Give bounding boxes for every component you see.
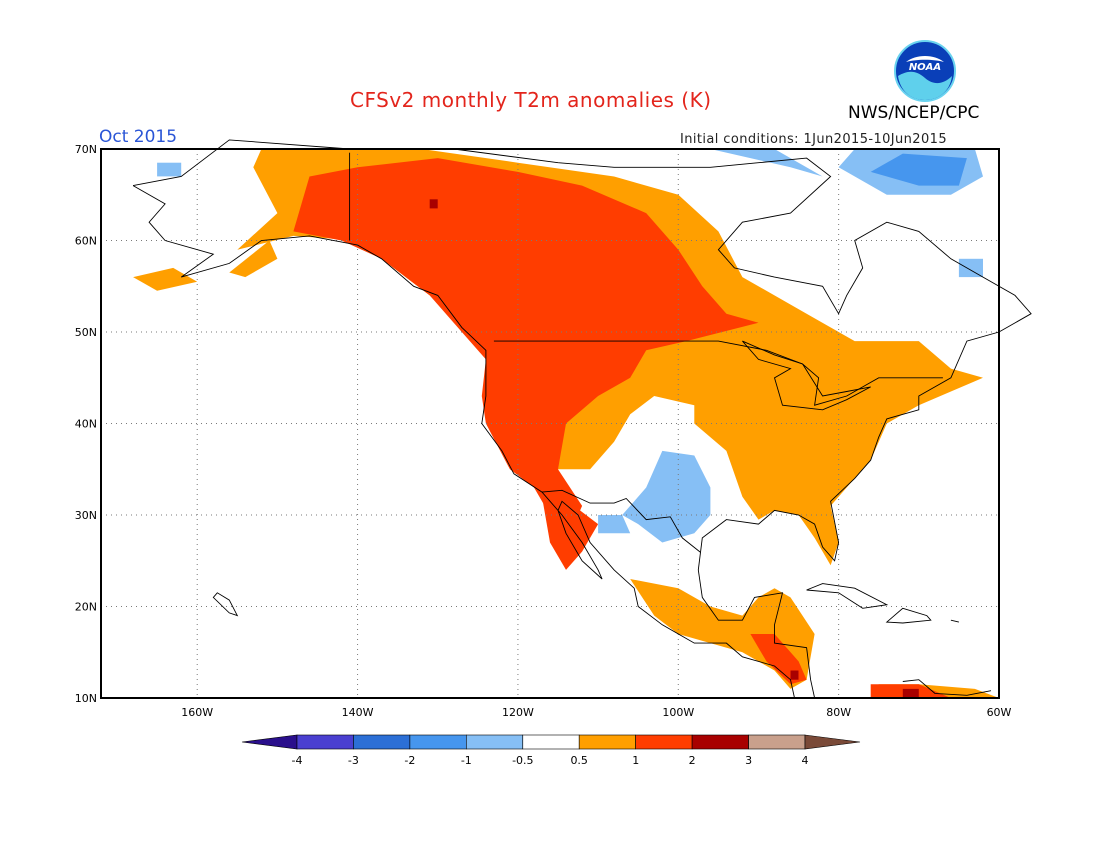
colorbar-tick-label: 4 [802,754,809,767]
hawaii-coast [212,592,239,617]
latitude-label: 70N [75,143,97,156]
longitude-label: 80W [826,706,851,719]
latitude-label: 20N [75,601,97,614]
latitude-label: 40N [75,418,97,431]
colorbar-tick-label: 2 [689,754,696,767]
latitude-label: 50N [75,326,97,339]
colorbar-high-extension [804,734,861,750]
coastline-east [133,139,1032,699]
forecast-month: Oct 2015 [99,127,178,147]
us-canada-border [493,340,943,406]
latitude-label: 60N [75,235,97,248]
extreme-warm-cell-nicaragua [790,670,799,680]
extreme-warm-cell-venezuela [902,688,919,698]
cuba-coast [806,583,889,609]
colorbar-tick-label: -2 [404,754,415,767]
map-title: CFSv2 monthly T2m anomalies (K) [350,88,712,112]
colorbar-segment [522,734,580,750]
colorbar-segment [465,734,523,750]
warm-anomaly-aleutians [133,267,198,291]
longitude-label: 140W [342,706,374,719]
colorbar-segment [409,734,467,750]
agency-label: NWS/NCEP/CPC [848,103,980,123]
colorbar-tick-label: -1 [461,754,472,767]
colorbar-segment [691,734,749,750]
cool-anomaly-baffin-core [870,153,967,186]
colorbar-tick-label: 0.5 [570,754,588,767]
extreme-warm-cell-yukon [429,199,438,209]
cool-anomaly-chihuahua [598,515,631,534]
svg-text:NOAA: NOAA [909,62,941,73]
colorbar-tick-label: 1 [632,754,639,767]
cool-anomaly-labrador [958,258,983,278]
colorbar-segment [578,734,636,750]
cool-anomaly-bering [157,162,182,177]
initial-conditions: Initial conditions: 1Jun2015-10Jun2015 [680,132,947,147]
colorbar-tick-label: -4 [292,754,303,767]
latitude-label: 30N [75,509,97,522]
south-america-coast [902,679,992,696]
colorbar-segment [748,734,806,750]
coastline-west [132,185,795,699]
noaa-logo-icon: NOAA [894,40,956,102]
longitude-label: 100W [662,706,694,719]
latitude-label: 10N [75,692,97,705]
colorbar-segment [353,734,411,750]
colorbar-tick-label: -0.5 [512,754,533,767]
longitude-label: 60W [987,706,1012,719]
hispaniola-coast [885,607,932,624]
colorbar-tick-label: 3 [745,754,752,767]
warm-anomaly-alaska-peninsula [229,240,278,278]
colorbar-segment [296,734,354,750]
map-frame [100,148,1000,699]
us-mexico-border [541,489,701,553]
longitude-label: 120W [502,706,534,719]
cool-anomaly-arctic-west [710,149,823,177]
puerto-rico-coast [950,619,960,623]
longitude-label: 160W [181,706,213,719]
colorbar-tick-label: -3 [348,754,359,767]
colorbar-segment [635,734,693,750]
colorbar-low-extension [241,734,298,750]
cool-anomaly-texas [622,450,711,543]
